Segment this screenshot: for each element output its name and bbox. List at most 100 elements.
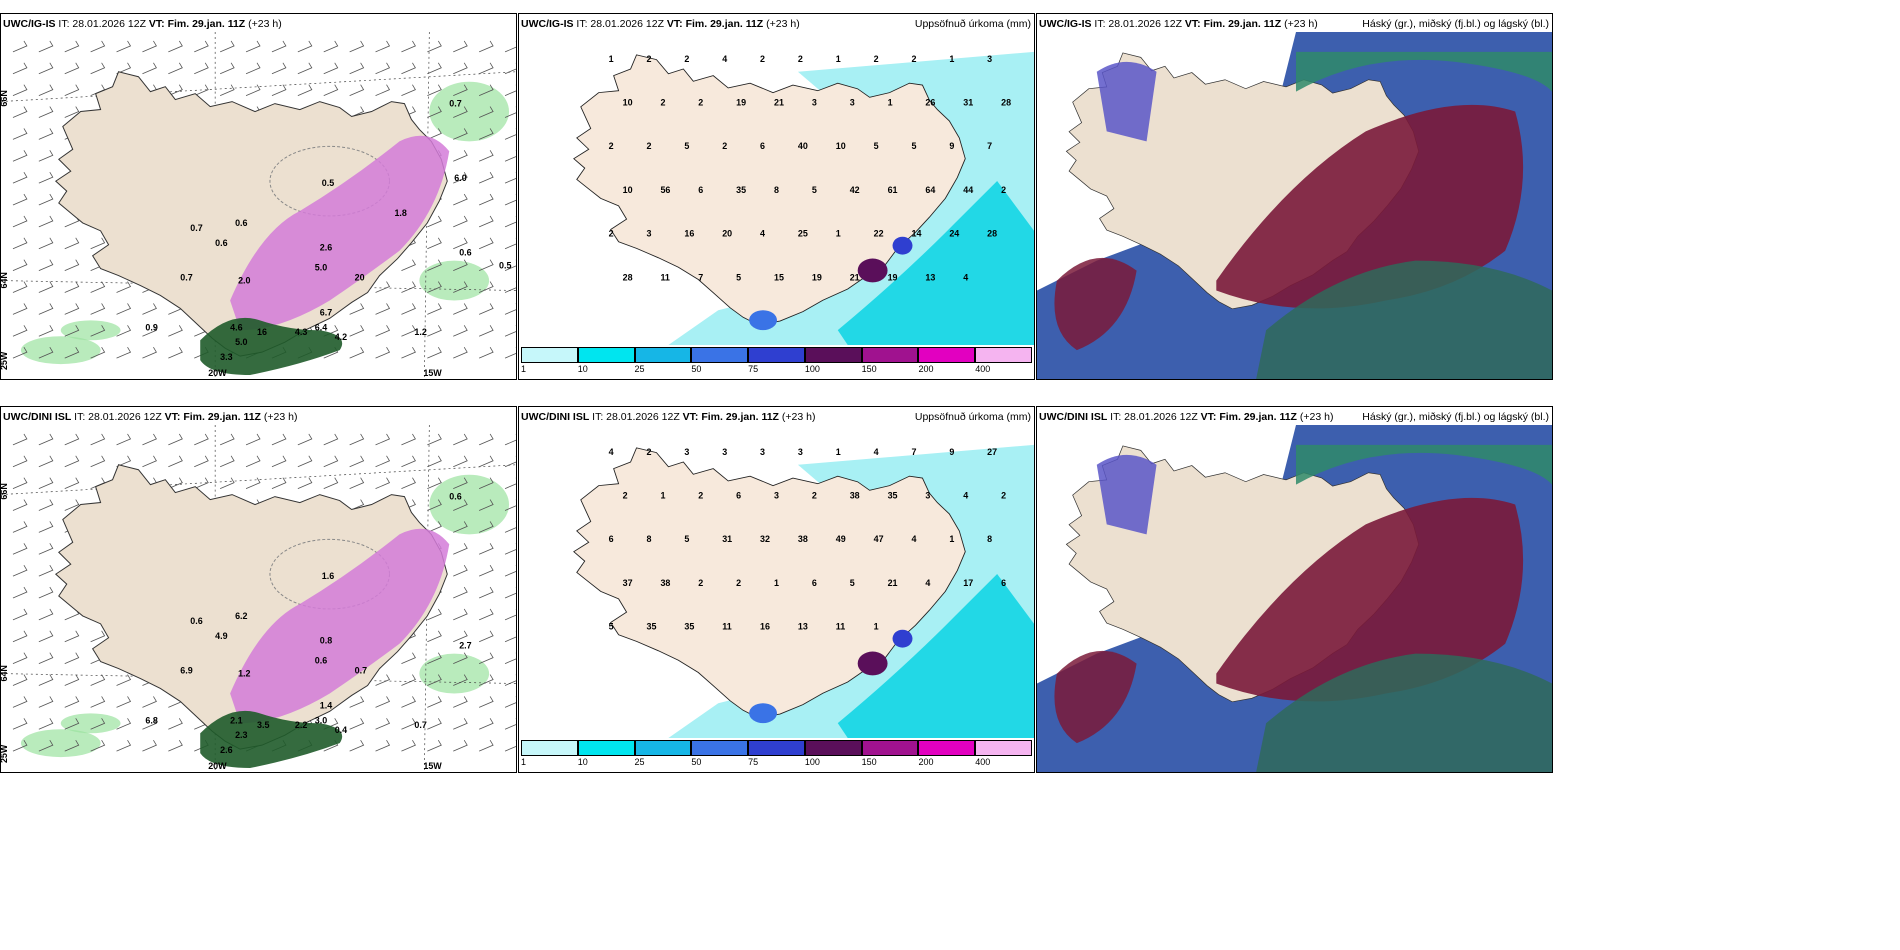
wind-barb bbox=[427, 215, 442, 228]
wind-barb bbox=[504, 303, 516, 315]
wind-barb bbox=[323, 477, 339, 489]
wind-barb bbox=[349, 696, 365, 708]
precip-colorbar: 1 10 25 50 75 100 150 200 400 bbox=[521, 347, 1032, 377]
wind-barb bbox=[245, 62, 261, 75]
wind-precip-map[interactable]: 0.7 0.7 0.6 0.6 0.7 0.9 3.3 5.0 4.6 16 6.4 4.3 6.7 4.… bbox=[1, 32, 516, 379]
wind-barb bbox=[142, 303, 157, 315]
wind-barb bbox=[349, 455, 365, 468]
wind-barb bbox=[504, 630, 516, 643]
wind-barb bbox=[453, 325, 468, 337]
precip-layer: 4 2 3 3 3 3 1 4 7 9 272 1 2 6 3 2 38 35 3 4 26 8 5 31 32 38 49 47 4 1… bbox=[519, 425, 1034, 738]
precip-value-label: 49 bbox=[836, 534, 846, 544]
wind-barb bbox=[38, 739, 54, 752]
precip-value-label: 38 bbox=[660, 578, 670, 588]
colorbar-swatch bbox=[691, 347, 749, 363]
precip-value-label: 3.3 bbox=[220, 352, 232, 362]
precip-value-label: 8 bbox=[987, 534, 992, 544]
precip-value-label: 7 bbox=[698, 272, 703, 282]
wind-barb bbox=[168, 739, 183, 752]
precip-value-label: 3 bbox=[722, 447, 727, 457]
wind-barb bbox=[12, 193, 28, 206]
precip-value-label: 2 bbox=[609, 141, 614, 151]
wind-barb bbox=[271, 477, 287, 489]
lat-axis-label: 25W bbox=[1, 351, 9, 370]
wind-barb bbox=[375, 62, 391, 75]
precip-area bbox=[419, 653, 490, 694]
wind-barb bbox=[271, 84, 287, 96]
wind-barb bbox=[401, 477, 416, 489]
wind-barb bbox=[453, 433, 468, 446]
wind-barb bbox=[349, 303, 365, 315]
iceland-land bbox=[573, 447, 966, 719]
wind-barb bbox=[427, 674, 442, 686]
accumulated-precip-map[interactable]: 1 2 2 4 2 2 1 2 2 1 3 10 2 2 19 21 3 3 1 26 31 28 2 2 5 2 6 40 10 5 5 9… bbox=[519, 32, 1034, 345]
latitude-line bbox=[1, 280, 516, 291]
wind-barb bbox=[375, 674, 391, 686]
wind-barb bbox=[142, 433, 157, 446]
wind-barb bbox=[194, 84, 209, 96]
wind-barb bbox=[349, 325, 365, 337]
precip-value-label: 1 bbox=[836, 54, 841, 64]
precip-value-label: 2 bbox=[736, 578, 741, 588]
precip-max-area bbox=[857, 651, 888, 676]
cloud-cover-map[interactable] bbox=[1037, 32, 1552, 379]
wind-barb bbox=[116, 346, 132, 359]
panel-title: UWC/DINI ISL IT: 28.01.2026 12Z VT: Fim.… bbox=[3, 411, 298, 423]
low-cloud-area bbox=[1096, 61, 1157, 142]
precip-value-label: 32 bbox=[760, 534, 770, 544]
wind-barb bbox=[12, 84, 28, 96]
precip-value-label: 1 bbox=[774, 578, 779, 588]
precip-value-label: 10 bbox=[836, 141, 846, 151]
precip-value-label: 0.8 bbox=[320, 636, 332, 646]
wind-barb bbox=[12, 477, 28, 489]
wind-barb bbox=[116, 303, 132, 315]
wind-barb bbox=[12, 543, 28, 555]
panel-clouds-bottom: UWC/DINI ISL IT: 28.01.2026 12Z VT: Fim.… bbox=[1036, 406, 1553, 773]
precip-value-label: 1.8 bbox=[394, 208, 406, 218]
colorbar-tick-label: 10 bbox=[577, 364, 588, 374]
wind-barb bbox=[478, 433, 494, 446]
wind-barb bbox=[375, 433, 391, 446]
precip-value-label: 1 bbox=[836, 447, 841, 457]
cloud-cover-map[interactable] bbox=[1037, 425, 1552, 772]
colorbar-tick-label: 100 bbox=[804, 364, 820, 374]
wind-barb bbox=[12, 455, 28, 468]
wind-barb bbox=[142, 325, 157, 337]
wind-barb bbox=[90, 718, 106, 730]
wind-precip-map[interactable]: 0.6 0.6 4.9 6.2 6.9 6.8 2.6 2.3 2.1 3.5 3.0 2.2 1.4 0… bbox=[1, 425, 516, 772]
colorbar-swatch bbox=[804, 740, 862, 756]
wind-barb bbox=[168, 718, 183, 730]
precip-value-label: 9 bbox=[949, 141, 954, 151]
precip-value-label: 1.6 bbox=[322, 571, 334, 581]
precip-value-label: 2 bbox=[760, 54, 765, 64]
wind-barb bbox=[38, 259, 54, 271]
wind-barb bbox=[90, 455, 106, 468]
wind-barb bbox=[349, 739, 365, 752]
wind-barb bbox=[38, 128, 54, 140]
wind-barb bbox=[504, 325, 516, 337]
wind-barb bbox=[453, 237, 468, 250]
wind-barb bbox=[142, 718, 157, 730]
precip-value-label: 5 bbox=[850, 578, 855, 588]
wind-barb bbox=[453, 40, 468, 53]
wind-barb bbox=[38, 40, 54, 53]
wind-barb bbox=[64, 84, 80, 96]
accumulated-precip-map[interactable]: 4 2 3 3 3 3 1 4 7 9 27 2 1 2 6 3 2 38 35 3 4 2 6 8 5 31 32 38 49 47 4 1… bbox=[519, 425, 1034, 738]
precip-value-label: 21 bbox=[888, 578, 898, 588]
wind-barb bbox=[375, 696, 391, 708]
wind-barb bbox=[194, 477, 209, 489]
wind-barb bbox=[453, 259, 468, 271]
precip-value-label: 2 bbox=[698, 491, 703, 501]
wind-barb bbox=[504, 40, 516, 53]
precip-area bbox=[20, 336, 101, 365]
precip-value-label: 7 bbox=[987, 141, 992, 151]
wind-barb bbox=[168, 455, 183, 468]
precip-value-label: 5 bbox=[736, 272, 741, 282]
wind-barb bbox=[38, 237, 54, 250]
wind-barb bbox=[453, 193, 468, 206]
wind-barb bbox=[297, 84, 313, 96]
precip-value-label: 4 bbox=[925, 578, 930, 588]
high-cloud-area bbox=[1295, 51, 1552, 92]
precip-value-label: 21 bbox=[774, 98, 784, 108]
wind-barb bbox=[427, 325, 442, 337]
